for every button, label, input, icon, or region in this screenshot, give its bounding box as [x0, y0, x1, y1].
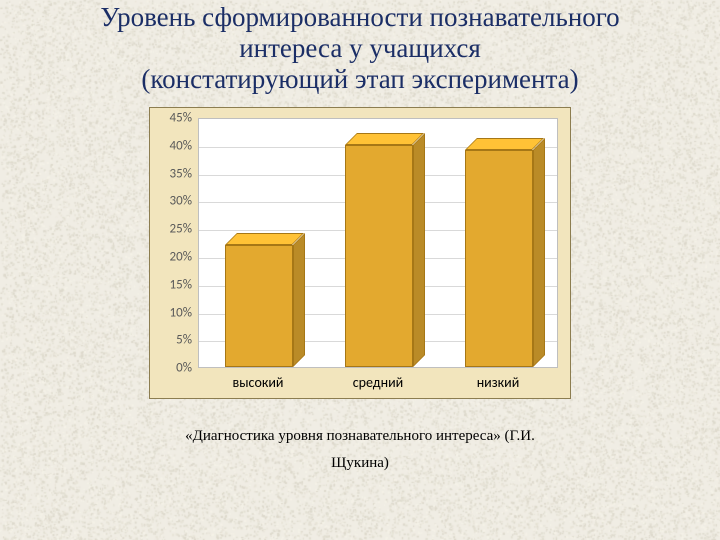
chart-ytick-label: 35% — [150, 166, 192, 181]
chart-ytick-label: 15% — [150, 277, 192, 292]
chart-bar-top — [225, 233, 304, 245]
chart-bar — [345, 145, 412, 367]
chart-ytick-label: 10% — [150, 305, 192, 320]
chart-ytick-label: 45% — [150, 111, 192, 126]
chart-bar-side — [533, 138, 545, 367]
chart-ytick-label: 40% — [150, 138, 192, 153]
title-line-1: Уровень сформированности познавательного — [100, 2, 619, 32]
chart-xtick-label: средний — [353, 374, 403, 391]
chart-bar-front — [225, 245, 292, 367]
chart-bar-front — [345, 145, 412, 367]
chart-ytick-label: 20% — [150, 250, 192, 265]
chart-ytick-label: 25% — [150, 222, 192, 237]
chart-ytick-label: 0% — [150, 361, 192, 376]
chart-bar-top — [465, 138, 544, 150]
chart-plot-area — [198, 118, 558, 368]
title-line-2: интереса у учащихся — [239, 33, 481, 63]
chart-ytick-label: 30% — [150, 194, 192, 209]
chart-bar-top — [345, 133, 424, 145]
slide-title: Уровень сформированности познавательного… — [100, 2, 619, 95]
chart-bar-front — [465, 150, 532, 367]
chart-caption: «Диагностика уровня познавательного инте… — [185, 423, 535, 477]
chart-bar-side — [293, 233, 305, 367]
chart-bar-side — [413, 133, 425, 367]
bar-chart: 0% 5% 10% 15% 20% 25% 30% 35% 40% 45% высокий средн… — [145, 103, 575, 403]
caption-line-1: «Диагностика уровня познавательного инте… — [185, 428, 535, 444]
title-line-3: (констатирующий этап эксперимента) — [141, 64, 578, 94]
chart-ytick-label: 5% — [150, 333, 192, 348]
chart-xtick-label: низкий — [477, 374, 520, 391]
caption-line-2: Щукина) — [331, 455, 389, 471]
chart-panel: 0% 5% 10% 15% 20% 25% 30% 35% 40% 45% высокий средн… — [149, 107, 571, 399]
slide-content: Уровень сформированности познавательного… — [0, 0, 720, 540]
chart-xtick-label: высокий — [233, 374, 284, 391]
chart-bar — [225, 245, 292, 367]
chart-bar — [465, 150, 532, 367]
